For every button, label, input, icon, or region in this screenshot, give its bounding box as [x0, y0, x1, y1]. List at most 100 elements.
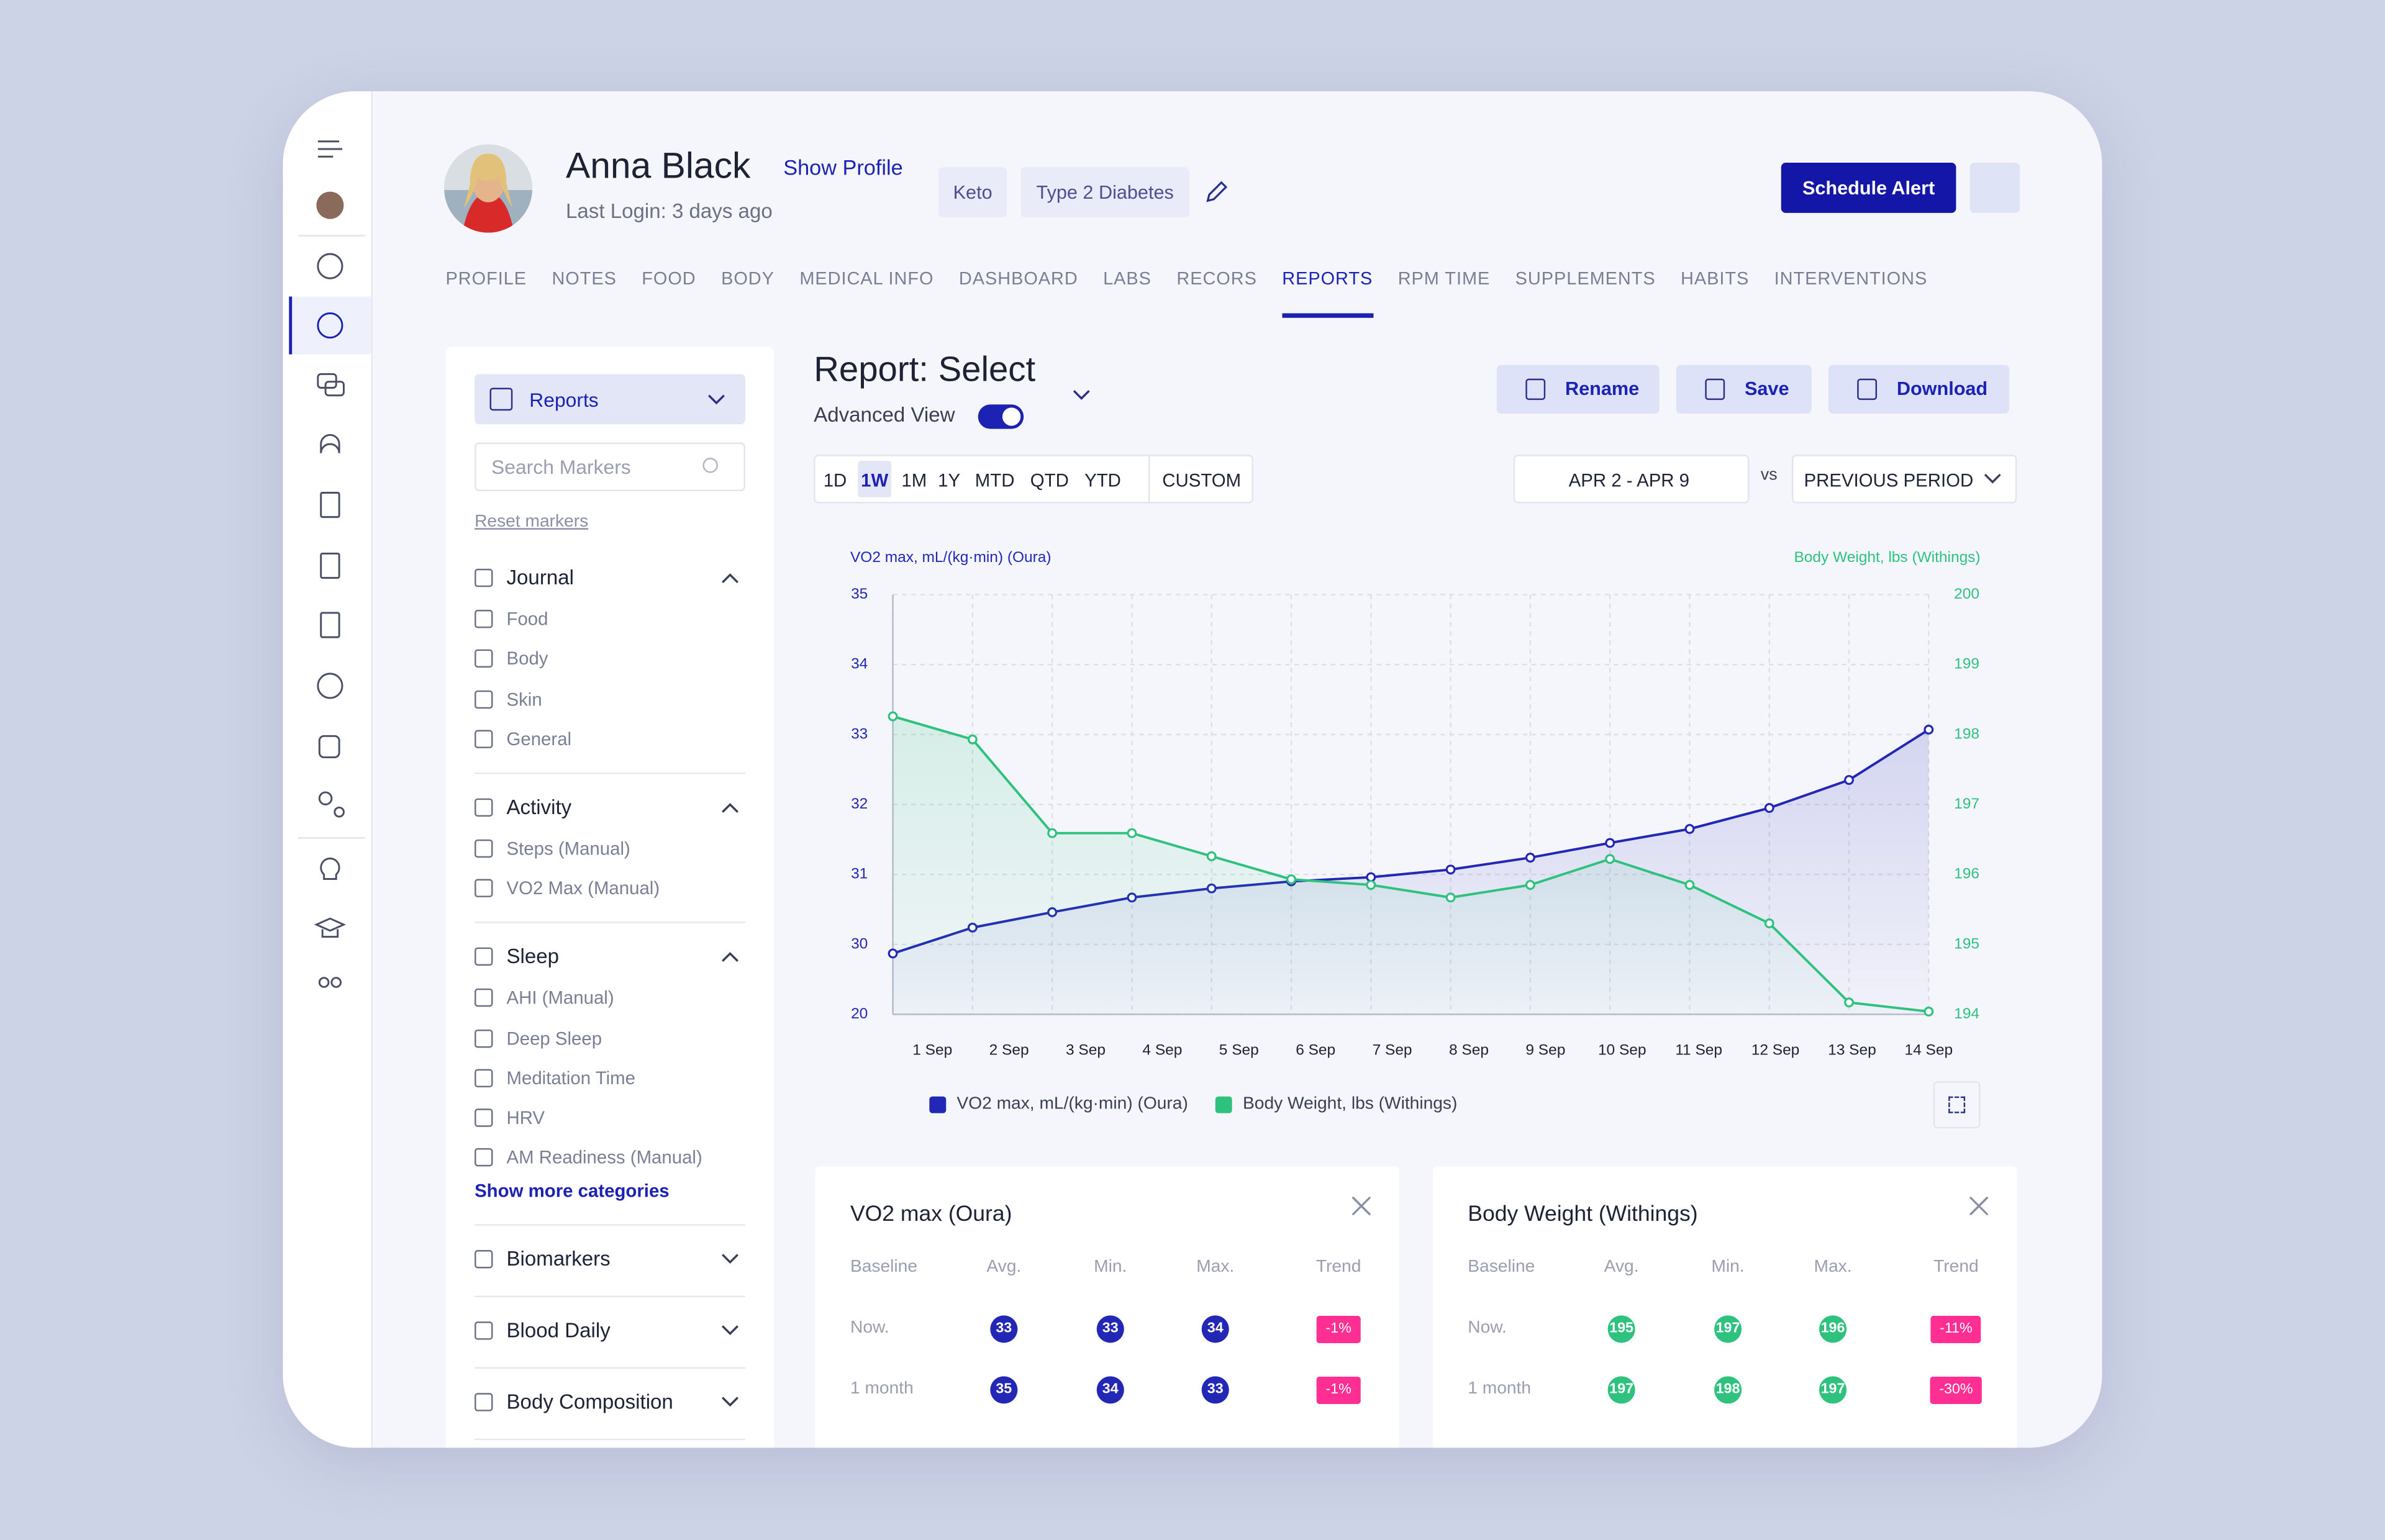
- checkbox[interactable]: [475, 610, 493, 628]
- expand-button[interactable]: [1933, 1081, 1981, 1129]
- period-option[interactable]: 1D: [823, 469, 847, 491]
- show-profile-link[interactable]: Show Profile: [783, 155, 903, 179]
- chevron-up[interactable]: [721, 572, 739, 584]
- stat-value: 35: [990, 1376, 1018, 1404]
- action-button[interactable]: [1676, 365, 1812, 414]
- nav-icon[interactable]: [317, 253, 343, 279]
- chevron-down[interactable]: [1073, 389, 1091, 402]
- legend-check[interactable]: [929, 1095, 947, 1113]
- nav-icon[interactable]: [318, 977, 330, 988]
- tab[interactable]: RPM TIME: [1397, 268, 1491, 289]
- tab[interactable]: MEDICAL INFO: [799, 268, 934, 289]
- checkbox[interactable]: [475, 1322, 493, 1341]
- action-button[interactable]: [1496, 365, 1660, 414]
- legend-item[interactable]: Body Weight, lbs (Withings): [1215, 1094, 1457, 1115]
- legend-check[interactable]: [1215, 1095, 1232, 1113]
- chevron-down[interactable]: [1983, 473, 2001, 486]
- edit-tags-icon[interactable]: [1205, 179, 1229, 204]
- data-point: [1127, 828, 1137, 838]
- close-button[interactable]: Body Weight (Withings): [1969, 1197, 1988, 1215]
- stat-value: 197: [1819, 1376, 1847, 1404]
- nav-icon[interactable]: [320, 434, 340, 453]
- user-avatar[interactable]: [316, 191, 344, 219]
- nav-icon[interactable]: [320, 858, 340, 880]
- checkbox[interactable]: [475, 879, 493, 898]
- nav-icon[interactable]: [324, 381, 345, 397]
- nav-icon[interactable]: [320, 612, 340, 638]
- x-tick-label: 12 Sep: [1751, 1042, 1800, 1059]
- nav-icon[interactable]: [317, 673, 343, 699]
- checkbox[interactable]: [475, 798, 493, 817]
- close-button[interactable]: VO2 max (Oura): [1352, 1197, 1371, 1215]
- checkbox[interactable]: [475, 689, 493, 709]
- marker-name: AHI (Manual): [506, 987, 614, 1009]
- checkbox[interactable]: [475, 948, 493, 966]
- chevron-down[interactable]: [721, 1397, 739, 1409]
- checkbox[interactable]: [475, 568, 493, 587]
- tab[interactable]: REPORTS: [1282, 270, 1373, 318]
- x-tick-label: 6 Sep: [1296, 1042, 1335, 1059]
- checkbox[interactable]: [475, 1148, 493, 1167]
- nav-icon[interactable]: [330, 977, 342, 988]
- stat-value: 197: [1714, 1315, 1742, 1343]
- tab[interactable]: BODY: [721, 268, 775, 289]
- nav-icon[interactable]: [334, 806, 345, 818]
- checkbox[interactable]: [475, 1108, 493, 1127]
- chevron-up[interactable]: [721, 951, 739, 963]
- nav-icon[interactable]: [318, 735, 340, 759]
- period-option[interactable]: YTD: [1084, 469, 1121, 491]
- tab[interactable]: RECORS: [1176, 268, 1257, 289]
- compare-dropdown[interactable]: [1791, 455, 2017, 504]
- checkbox[interactable]: [475, 650, 493, 668]
- toggle-knob: [1002, 407, 1021, 426]
- divider: [475, 1439, 746, 1441]
- search-input[interactable]: [475, 442, 746, 492]
- nav-icon[interactable]: [318, 791, 333, 805]
- y-tick-label: 30: [851, 935, 868, 952]
- nav-icon[interactable]: [320, 492, 340, 519]
- tab[interactable]: LABS: [1103, 268, 1152, 289]
- tab[interactable]: NOTES: [552, 268, 617, 289]
- tab[interactable]: PROFILE: [445, 268, 527, 289]
- alarm-button[interactable]: [1969, 163, 2020, 213]
- menu-icon[interactable]: [317, 140, 343, 158]
- dropdown-icon: [489, 387, 513, 411]
- checkbox[interactable]: [475, 1251, 493, 1269]
- period-option[interactable]: QTD: [1030, 469, 1069, 491]
- checkbox[interactable]: [475, 730, 493, 748]
- chevron-down[interactable]: [721, 1254, 739, 1266]
- x-tick-label: 7 Sep: [1373, 1042, 1412, 1059]
- checkbox[interactable]: [475, 1069, 493, 1087]
- period-option[interactable]: 1W: [861, 469, 889, 491]
- row-label: 1 month: [850, 1379, 914, 1398]
- stat-value: 34: [1096, 1376, 1124, 1404]
- action-button-label: Download: [1896, 378, 1988, 400]
- tab[interactable]: DASHBOARD: [958, 268, 1078, 289]
- chevron-down[interactable]: [721, 1325, 739, 1338]
- legend-item[interactable]: VO2 max, mL/(kg·min) (Oura): [929, 1094, 1188, 1115]
- checkbox[interactable]: [475, 1028, 493, 1048]
- period-option[interactable]: 1M: [901, 469, 927, 491]
- stats-header: Trend: [1933, 1257, 1979, 1277]
- chevron-down[interactable]: [707, 394, 725, 406]
- tab[interactable]: FOOD: [642, 268, 696, 289]
- reports-dropdown[interactable]: [475, 374, 746, 425]
- nav-icon[interactable]: [320, 552, 340, 579]
- schedule-alert-button[interactable]: [1781, 163, 1956, 213]
- custom-period[interactable]: CUSTOM: [1162, 469, 1242, 491]
- nav-icon[interactable]: [317, 312, 343, 339]
- checkbox[interactable]: [475, 839, 493, 858]
- chevron-up[interactable]: [721, 801, 739, 813]
- tab[interactable]: INTERVENTIONS: [1774, 268, 1928, 289]
- button-icon: [1857, 378, 1878, 401]
- tab[interactable]: SUPPLEMENTS: [1515, 268, 1656, 289]
- date-range-box[interactable]: [1513, 455, 1750, 504]
- checkbox[interactable]: [475, 1393, 493, 1412]
- nav-icon[interactable]: [314, 917, 347, 938]
- reset-markers-link[interactable]: Reset markers: [475, 512, 589, 532]
- tab[interactable]: HABITS: [1681, 268, 1750, 289]
- period-option[interactable]: 1Y: [938, 469, 961, 491]
- period-option[interactable]: MTD: [974, 469, 1015, 491]
- checkbox[interactable]: [475, 989, 493, 1007]
- show-more-link[interactable]: Show more categories: [475, 1180, 670, 1202]
